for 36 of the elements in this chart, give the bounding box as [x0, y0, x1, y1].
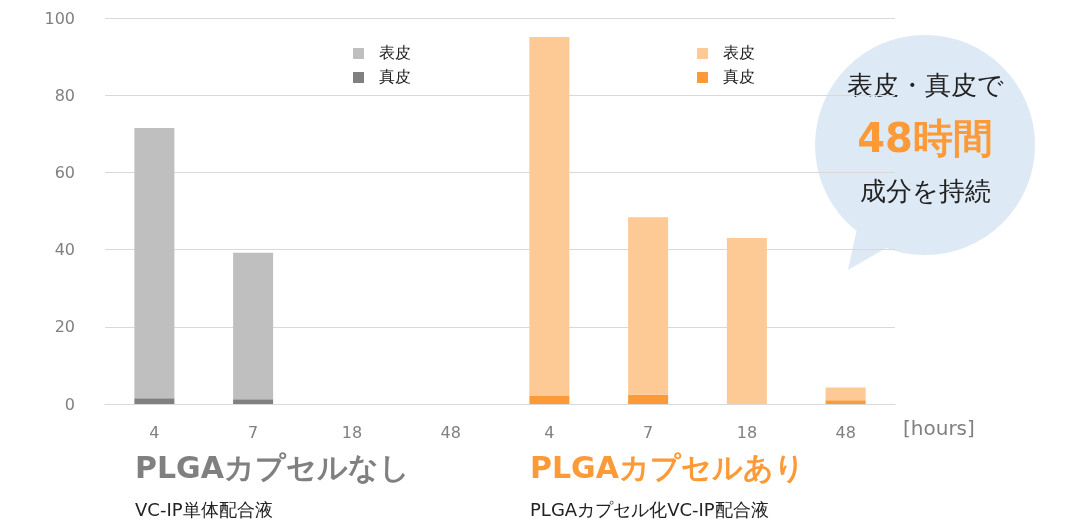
- bar: [233, 399, 274, 404]
- bar: [628, 217, 669, 395]
- x-tick-label: 7: [248, 422, 259, 442]
- text: PLGAカプセルなし: [135, 449, 410, 485]
- x-tick-label: 7: [643, 422, 654, 442]
- legend-label: 真皮: [379, 66, 411, 86]
- y-tick-label: 100: [44, 8, 75, 28]
- y-tick-label: 20: [54, 317, 75, 337]
- text: VC-IP単体配合液: [135, 498, 273, 520]
- annotation: 成分を持続: [859, 176, 991, 206]
- text: PLGAカプセル化VC-IP配合液: [530, 498, 769, 520]
- bar: [529, 36, 570, 396]
- legend-label: 真皮: [723, 66, 755, 86]
- bar: [825, 387, 866, 401]
- x-tick-label: 4: [149, 422, 160, 442]
- bar: [726, 238, 767, 404]
- legend-label: 表皮: [723, 42, 755, 62]
- y-tick-label: 80: [54, 85, 75, 105]
- annotation: 48時間: [857, 115, 993, 161]
- x-tick-label: 18: [736, 422, 758, 442]
- y-tick-label: 0: [64, 394, 75, 414]
- text: PLGAカプセルあり: [530, 449, 805, 485]
- bar: [529, 395, 570, 404]
- x-axis-title: [hours]: [903, 416, 975, 440]
- bar: [134, 128, 175, 399]
- bar: [628, 394, 669, 404]
- y-tick-label: 40: [54, 240, 75, 260]
- legend-label: 表皮: [379, 42, 411, 62]
- y-tick-label: 60: [54, 162, 75, 182]
- bar: [134, 398, 175, 404]
- x-tick-label: 48: [835, 422, 856, 442]
- x-tick-label: 18: [341, 422, 363, 442]
- bar: [825, 400, 866, 404]
- x-tick-label: 48: [440, 422, 461, 442]
- x-tick-label: 4: [544, 422, 555, 442]
- bar: [233, 252, 274, 400]
